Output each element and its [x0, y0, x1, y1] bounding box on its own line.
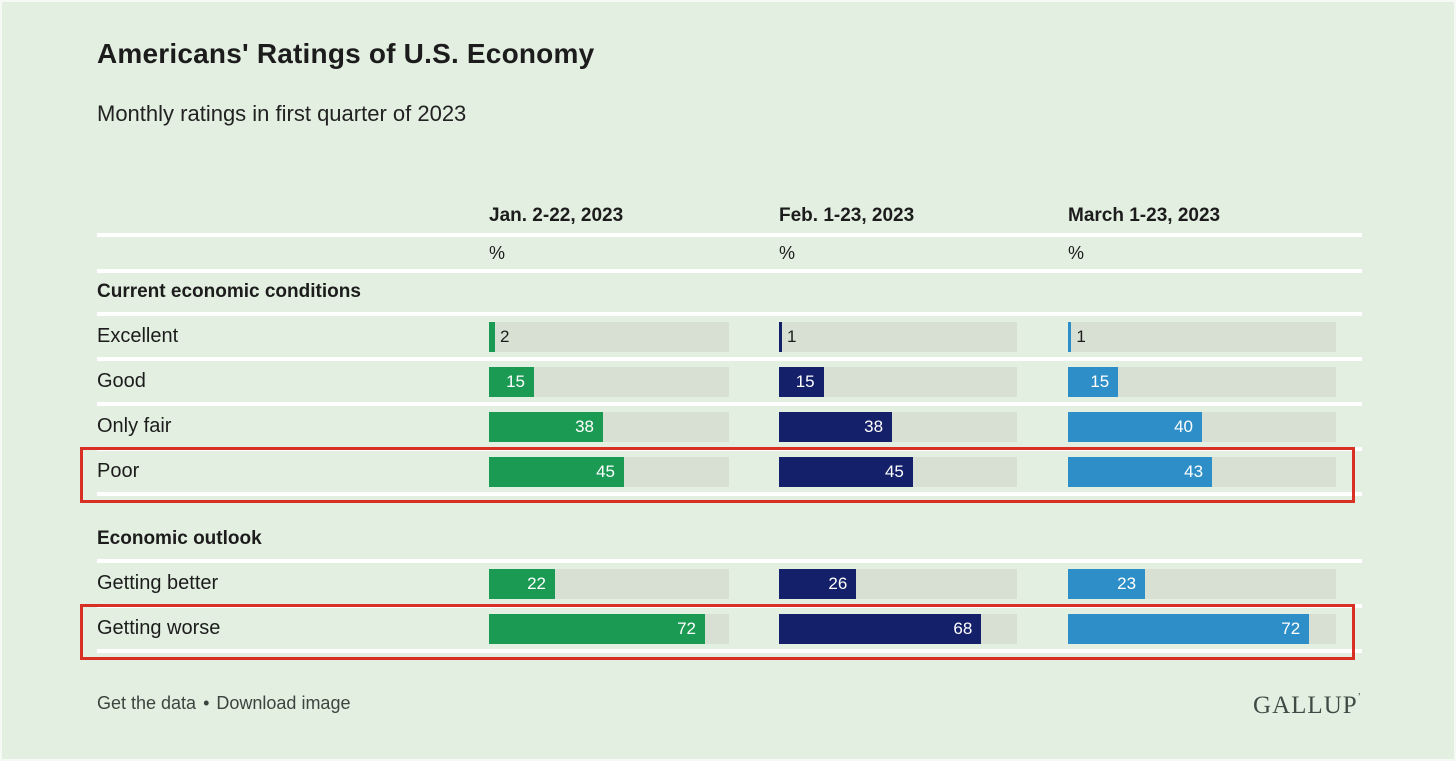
bar-track: 45	[489, 456, 729, 487]
bar-cell: 45	[779, 451, 1068, 492]
bar	[779, 321, 782, 352]
bar-track: 22	[489, 568, 729, 599]
unit-row: %%%	[97, 237, 1362, 273]
bar-cell: 22	[489, 563, 779, 604]
bar-track: 38	[489, 411, 729, 442]
table-row: Poor 45 45 43	[80, 447, 1362, 503]
table-row: Excellent 2 1 1	[97, 316, 1362, 361]
bar-cell: 38	[779, 406, 1068, 447]
bar: 26	[779, 568, 857, 599]
bar-track: 68	[779, 613, 1017, 644]
bar-cell: 26	[779, 563, 1068, 604]
table-row: Only fair 38 38 40	[97, 406, 1362, 451]
bar-cell: 45	[489, 451, 779, 492]
bar	[489, 321, 495, 352]
download-image-link[interactable]: Download image	[216, 693, 351, 713]
bar-track: 26	[779, 568, 1017, 599]
row-label: Getting worse	[97, 617, 221, 639]
bar-cell: 23	[1068, 563, 1361, 604]
bar-cell: 15	[1068, 361, 1361, 402]
bar-cell: 2	[489, 316, 779, 357]
table-row: Getting worse 72 68 72	[80, 604, 1362, 660]
table-row: Good 15 15 15	[97, 361, 1362, 406]
bar: 22	[489, 568, 555, 599]
bar-cell: 38	[489, 406, 779, 447]
bar: 43	[1068, 456, 1213, 487]
gallup-logo: GALLUP’	[1253, 692, 1362, 719]
unit-label-2: %	[1068, 243, 1085, 263]
footer-links: Get the data • Download image	[97, 693, 350, 714]
unit-label-0: %	[489, 243, 506, 263]
row-label: Poor	[97, 460, 140, 482]
bar: 38	[779, 411, 893, 442]
bar-track: 38	[779, 411, 1017, 442]
column-header-0: Jan. 2-22, 2023	[489, 205, 624, 226]
bar: 23	[1068, 568, 1146, 599]
gallup-trademark: ’	[1357, 692, 1362, 703]
bar-track: 43	[1068, 456, 1336, 487]
bar-cell: 72	[489, 608, 779, 649]
bar-cell: 1	[1068, 316, 1361, 357]
column-header-1: Feb. 1-23, 2023	[779, 205, 915, 226]
bar-value: 1	[1076, 326, 1086, 346]
bar-track: 1	[779, 321, 1017, 352]
bar: 72	[1068, 613, 1310, 644]
footer: Get the data • Download image GALLUP’	[97, 692, 1362, 719]
bar-track: 45	[779, 456, 1017, 487]
bar-cell: 43	[1068, 451, 1361, 492]
bar-track: 40	[1068, 411, 1336, 442]
bar: 40	[1068, 411, 1202, 442]
bar: 38	[489, 411, 603, 442]
bar: 15	[489, 366, 534, 397]
unit-label-1: %	[779, 243, 796, 263]
footer-separator: •	[203, 693, 210, 713]
section-header: Current economic conditions	[97, 273, 1362, 316]
bar-cell: 40	[1068, 406, 1361, 447]
row-label: Good	[97, 370, 146, 392]
bar-value: 1	[786, 326, 797, 346]
bar	[1068, 321, 1072, 352]
column-header-2: March 1-23, 2023	[1068, 205, 1221, 226]
bar-track: 15	[779, 366, 1017, 397]
table-row: Getting better 22 26 23	[97, 563, 1362, 608]
bar: 15	[1068, 366, 1119, 397]
bar-track: 72	[1068, 613, 1336, 644]
page-title: Americans' Ratings of U.S. Economy	[97, 38, 595, 69]
bar-value: 2	[500, 326, 510, 346]
bar-track: 72	[489, 613, 729, 644]
bar-cell: 15	[779, 361, 1068, 402]
row-label: Excellent	[97, 325, 179, 347]
bar-track: 1	[1068, 321, 1336, 352]
bar-track: 15	[1068, 366, 1336, 397]
bar-cell: 68	[779, 608, 1068, 649]
section-header-label: Current economic conditions	[97, 281, 361, 302]
bar-cell: 15	[489, 361, 779, 402]
section-gap	[97, 496, 1362, 520]
bar-track: 23	[1068, 568, 1336, 599]
row-label: Getting better	[97, 572, 219, 594]
ratings-table: Jan. 2-22, 2023 Feb. 1-23, 2023 March 1-23…	[80, 198, 1362, 660]
bar: 45	[779, 456, 913, 487]
bar: 72	[489, 613, 705, 644]
bar: 45	[489, 456, 624, 487]
bar-cell: 72	[1068, 608, 1361, 649]
section-header: Economic outlook	[97, 520, 1362, 563]
section-header-label: Economic outlook	[97, 528, 262, 549]
bar-track: 2	[489, 321, 729, 352]
bar: 15	[779, 366, 824, 397]
bar: 68	[779, 613, 982, 644]
get-the-data-link[interactable]: Get the data	[97, 693, 197, 713]
bar-track: 15	[489, 366, 729, 397]
bar-cell: 1	[779, 316, 1068, 357]
column-header-row: Jan. 2-22, 2023 Feb. 1-23, 2023 March 1-23…	[97, 198, 1362, 237]
page-subtitle: Monthly ratings in first quarter of 2023	[97, 101, 467, 126]
row-label: Only fair	[97, 415, 172, 437]
